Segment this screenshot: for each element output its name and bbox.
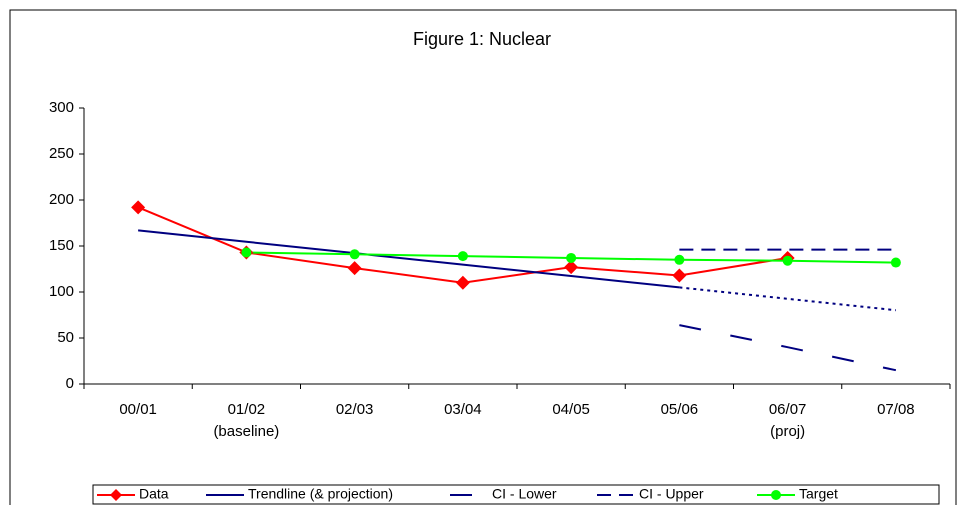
x-tick-sublabel: (proj)	[770, 423, 805, 440]
y-tick-label: 50	[57, 329, 74, 346]
x-tick-label: 00/01	[119, 401, 157, 418]
legend-label: CI - Lower	[492, 486, 557, 502]
legend-label: CI - Upper	[639, 486, 704, 502]
series-line	[137, 206, 788, 284]
series-line	[138, 229, 680, 289]
x-tick-label: 03/04	[444, 401, 482, 418]
chart-border	[9, 9, 957, 505]
x-tick-label: 07/08	[877, 401, 915, 418]
x-tick-label: 02/03	[336, 401, 374, 418]
series-line	[679, 324, 897, 372]
data-point	[131, 200, 146, 215]
y-tick-label: 0	[66, 375, 74, 392]
data-point	[564, 260, 579, 275]
y-tick-label: 200	[49, 191, 74, 208]
data-point	[674, 254, 685, 265]
legend-label: Data	[139, 486, 169, 502]
y-tick-label: 150	[49, 237, 74, 254]
data-point	[349, 249, 360, 260]
legend-label: Trendline (& projection)	[248, 486, 393, 502]
data-point	[672, 268, 687, 283]
legend-marker	[771, 490, 781, 500]
data-point	[241, 247, 252, 258]
legend-marker	[110, 489, 122, 501]
data-point	[890, 257, 901, 268]
series-line	[679, 286, 896, 312]
data-point	[566, 252, 577, 263]
y-tick-label: 300	[49, 99, 74, 116]
legend	[92, 484, 940, 505]
y-tick-label: 250	[49, 145, 74, 162]
x-tick-sublabel: (baseline)	[213, 423, 279, 440]
x-tick-label: 01/02	[228, 401, 266, 418]
x-tick-label: 06/07	[769, 401, 807, 418]
chart-title: Figure 1: Nuclear	[413, 29, 551, 49]
x-tick-label: 05/06	[661, 401, 699, 418]
legend-label: Target	[799, 486, 838, 502]
data-point	[457, 251, 468, 262]
data-point	[347, 261, 362, 276]
y-tick-label: 100	[49, 283, 74, 300]
data-point	[782, 255, 793, 266]
data-point	[455, 275, 470, 290]
x-tick-label: 04/05	[552, 401, 590, 418]
